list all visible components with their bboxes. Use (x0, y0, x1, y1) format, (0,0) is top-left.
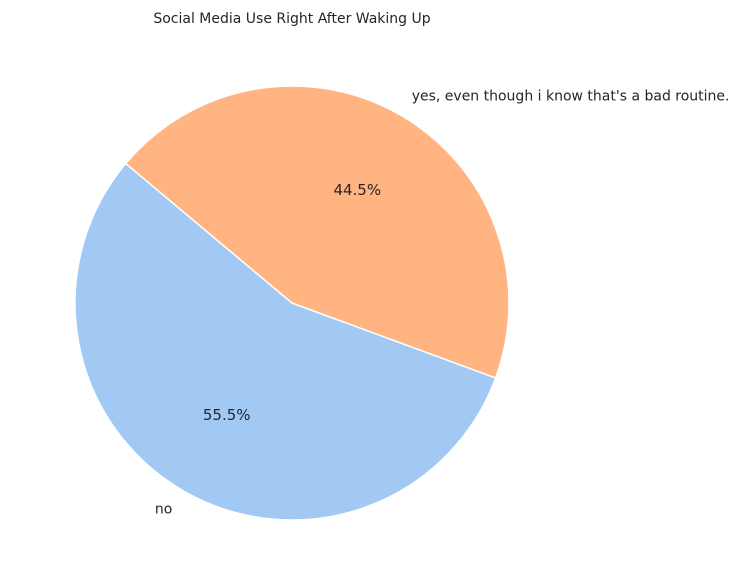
chart-title: Social Media Use Right After Waking Up (153, 11, 430, 27)
slice-percent-1: 44.5% (333, 181, 381, 199)
pie-slice-0 (74, 162, 497, 521)
pie-labels: no 55.5% yes, even though i know that's a … (155, 88, 730, 517)
pie-slice-1 (125, 85, 510, 379)
pie-slices (74, 85, 510, 521)
slice-label-0: no (155, 502, 172, 518)
slice-percent-0: 55.5% (203, 406, 251, 424)
slice-label-1: yes, even though i know that's a bad rou… (412, 88, 730, 104)
